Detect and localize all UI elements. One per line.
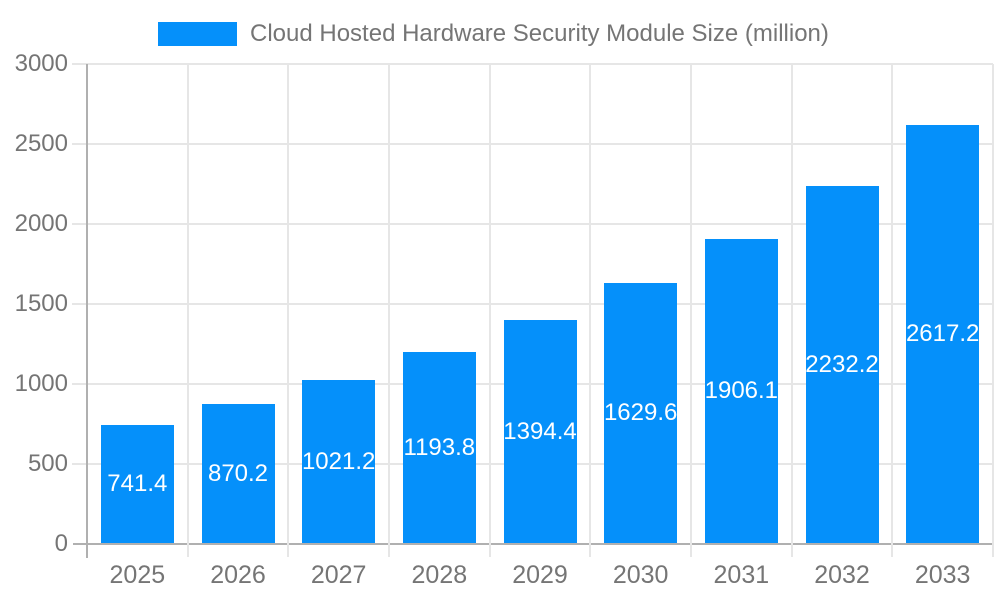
x-tick-label: 2026 — [210, 561, 266, 589]
bar[interactable] — [704, 238, 778, 544]
x-tick-label: 2031 — [713, 561, 770, 589]
legend-swatch[interactable] — [158, 22, 237, 46]
bar-value-label: 1193.8 — [403, 433, 476, 461]
bar-value-label: 870.2 — [207, 459, 269, 487]
y-tick — [72, 383, 87, 385]
y-tick-label: 2000 — [14, 209, 68, 237]
bar[interactable] — [302, 380, 376, 544]
bar-value-label: 1629.6 — [603, 399, 678, 427]
x-tick-label: 2033 — [914, 561, 971, 589]
x-gridline — [891, 63, 894, 557]
bar[interactable] — [805, 186, 879, 544]
x-tick-label: 2028 — [411, 561, 468, 589]
x-gridline — [388, 63, 390, 557]
bar-value-label: 741.4 — [107, 470, 168, 498]
y-gridline — [87, 223, 993, 225]
x-tick-label: 2025 — [109, 561, 166, 589]
y-tick-label: 1000 — [14, 369, 68, 397]
y-tick — [72, 223, 87, 225]
y-tick — [72, 303, 87, 305]
bar[interactable] — [201, 404, 275, 544]
y-tick — [72, 143, 87, 145]
x-gridline — [992, 63, 994, 557]
x-tick-label: 2029 — [512, 561, 568, 589]
bar[interactable] — [604, 282, 678, 544]
bar-value-label: 1906.1 — [704, 377, 779, 404]
y-gridline — [87, 63, 993, 65]
bar-value-label: 2617.2 — [905, 320, 980, 348]
y-tick-label: 500 — [27, 449, 68, 477]
y-tick — [72, 63, 87, 65]
x-gridline — [690, 63, 692, 557]
bar-value-label: 1394.4 — [503, 417, 577, 445]
bar[interactable] — [906, 124, 980, 544]
bar[interactable] — [402, 352, 476, 544]
x-gridline — [589, 63, 592, 557]
x-tick-label: 2032 — [814, 561, 870, 589]
y-tick-label: 3000 — [14, 49, 68, 77]
y-tick-label: 0 — [54, 529, 68, 557]
bar[interactable] — [503, 320, 577, 544]
y-tick — [72, 463, 87, 465]
y-tick-label: 1500 — [14, 289, 68, 317]
bar[interactable] — [100, 424, 174, 544]
bar-value-label: 1021.2 — [301, 447, 376, 475]
x-gridline — [186, 63, 189, 557]
legend: Cloud Hosted Hardware Security Module Si… — [0, 0, 1000, 56]
x-gridline — [488, 63, 491, 557]
chart-title: Cloud Hosted Hardware Security Module Si… — [250, 20, 829, 47]
x-tick-label: 2027 — [310, 561, 367, 589]
y-gridline — [87, 143, 993, 145]
bar-value-label: 2232.2 — [805, 350, 879, 378]
y-axis-line — [86, 63, 88, 558]
x-gridline — [790, 63, 793, 557]
y-tick-label: 2500 — [14, 129, 68, 157]
x-gridline — [287, 63, 290, 557]
x-tick-label: 2030 — [612, 561, 669, 589]
y-gridline — [87, 303, 993, 305]
x-axis-line — [73, 543, 993, 545]
